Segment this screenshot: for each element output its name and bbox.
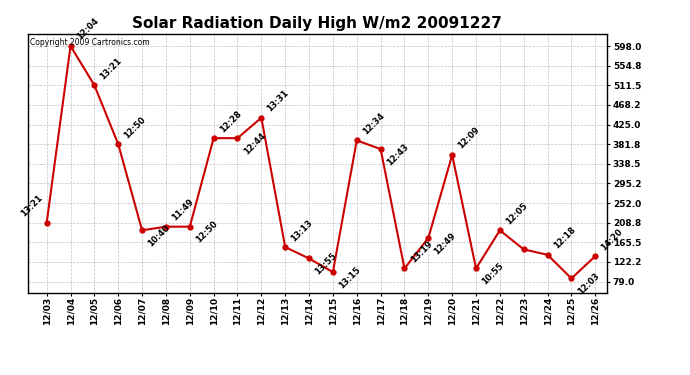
Text: 13:19: 13:19 bbox=[408, 239, 434, 264]
Text: 11:49: 11:49 bbox=[170, 197, 195, 222]
Text: 13:55: 13:55 bbox=[313, 251, 339, 276]
Text: 12:09: 12:09 bbox=[456, 126, 482, 151]
Text: Copyright 2009 Cartronics.com: Copyright 2009 Cartronics.com bbox=[30, 38, 150, 46]
Text: 12:18: 12:18 bbox=[552, 225, 577, 251]
Text: 13:21: 13:21 bbox=[99, 56, 124, 81]
Text: 12:03: 12:03 bbox=[575, 271, 601, 297]
Text: 10:40: 10:40 bbox=[146, 223, 171, 248]
Text: 13:13: 13:13 bbox=[289, 218, 315, 243]
Title: Solar Radiation Daily High W/m2 20091227: Solar Radiation Daily High W/m2 20091227 bbox=[132, 16, 502, 31]
Text: 12:50: 12:50 bbox=[194, 219, 219, 245]
Text: 12:04: 12:04 bbox=[75, 16, 100, 42]
Text: 13:15: 13:15 bbox=[337, 265, 362, 290]
Text: 12:50: 12:50 bbox=[122, 115, 148, 140]
Text: 12:43: 12:43 bbox=[385, 142, 410, 167]
Text: 14:20: 14:20 bbox=[600, 227, 624, 252]
Text: 12:05: 12:05 bbox=[504, 201, 529, 226]
Text: 12:44: 12:44 bbox=[241, 131, 267, 156]
Text: 12:34: 12:34 bbox=[361, 111, 386, 136]
Text: 12:28: 12:28 bbox=[218, 109, 243, 134]
Text: 12:49: 12:49 bbox=[433, 231, 457, 256]
Text: 10:55: 10:55 bbox=[480, 261, 506, 286]
Text: 13:21: 13:21 bbox=[19, 193, 44, 219]
Text: 13:31: 13:31 bbox=[266, 88, 290, 114]
